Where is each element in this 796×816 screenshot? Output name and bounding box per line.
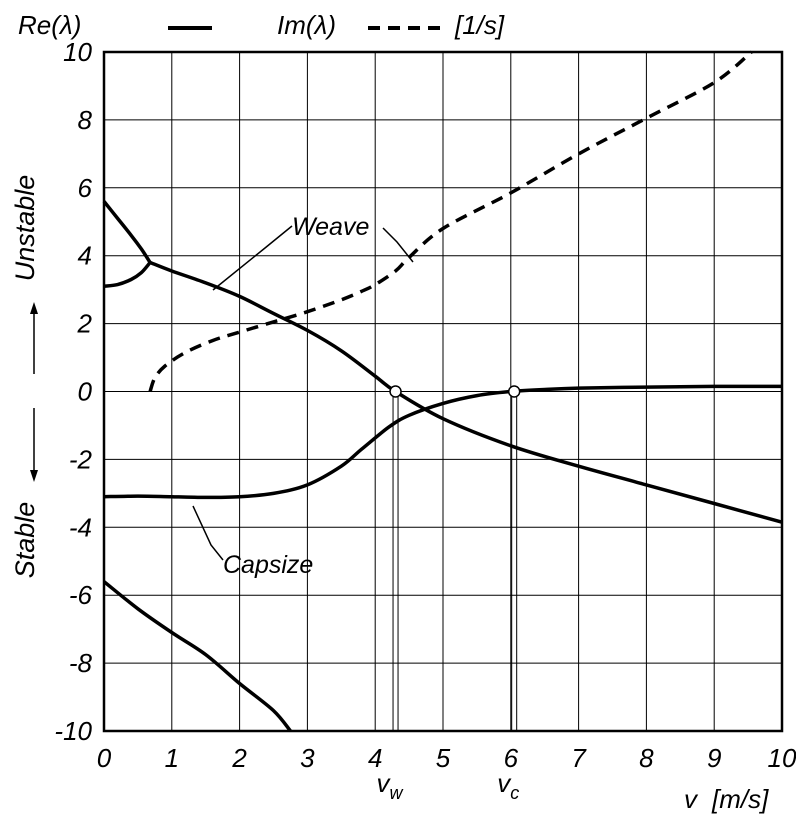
arrow-up-icon [30, 302, 38, 374]
x-tick-label: 7 [571, 743, 587, 773]
annotation-capsize: Capsize [223, 551, 313, 579]
marker-group: vw vc [377, 385, 521, 803]
x-tick-label: 0 [97, 743, 112, 773]
ylabel-unstable: Unstable [10, 175, 40, 282]
x-tick-label: 8 [639, 743, 654, 773]
annotation-leaders [192, 225, 414, 561]
x-tick-label: 3 [300, 743, 315, 773]
annotation-weave: Weave [292, 213, 369, 241]
xlabel: v [684, 784, 699, 814]
marker-label-vc: vc [497, 768, 519, 803]
grid [103, 51, 783, 732]
y-tick-label: 8 [78, 105, 93, 135]
x-tick-label: 2 [231, 743, 247, 773]
marker-label-vw: vw [377, 768, 404, 803]
y-tick-label: 10 [63, 37, 92, 67]
x-tick-label: 4 [368, 743, 382, 773]
y-tick-label: 6 [78, 173, 93, 203]
series-group [102, 50, 783, 733]
marker-point [507, 385, 521, 398]
y-tick-label: -2 [69, 444, 93, 474]
y-tick-label: -6 [69, 580, 93, 610]
annotation-leader [192, 505, 224, 561]
xlabel-unit: [m/s] [711, 784, 769, 814]
x-tick-label: 10 [768, 743, 796, 773]
series-line-re_weave [149, 260, 783, 524]
x-tick-label: 9 [707, 743, 721, 773]
series-line-im_weave [148, 50, 753, 393]
y-tick-label: -4 [69, 512, 92, 542]
tick-labels: 0 1 2 3 4 5 6 7 8 9 10 10 8 6 4 2 0 -2 -4 -6 -8 -10 [54, 37, 796, 773]
series-line-re_weave_lower [103, 261, 152, 289]
y-tick-label: 0 [78, 377, 93, 407]
legend-label-re: Re(λ) [18, 10, 81, 40]
y-tick-label: 2 [77, 309, 93, 339]
series-line-re_weave_upper [102, 200, 152, 264]
annotation-leader [382, 227, 414, 263]
plot-frame [102, 50, 784, 733]
legend-label-im: Im(λ) [277, 10, 336, 40]
y-tick-label: 4 [78, 241, 92, 271]
x-tick-label: 6 [504, 743, 519, 773]
arrow-down-icon [30, 408, 38, 482]
legend-unit: [1/s] [454, 10, 505, 40]
y-tick-label: -10 [54, 716, 92, 746]
annotation-leader [212, 225, 293, 291]
x-tick-label: 1 [165, 743, 179, 773]
series-line-re_capsize [103, 384, 783, 500]
ylabel-stable: Stable [10, 502, 40, 579]
legend: Re(λ) Im(λ) [1/s] [18, 10, 505, 40]
x-tick-label: 5 [436, 743, 451, 773]
marker-point [389, 385, 402, 398]
series-line-re_castor [102, 580, 292, 733]
y-tick-label: -8 [69, 648, 93, 678]
